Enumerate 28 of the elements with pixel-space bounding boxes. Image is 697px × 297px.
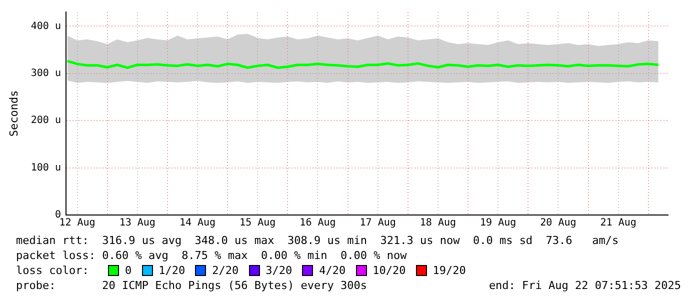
x-tick-label: 18 Aug — [420, 218, 456, 229]
text: 1/20 — [158, 263, 186, 278]
x-tick-label: 21 Aug — [600, 218, 636, 229]
text: probe: 20 ICMP Echo Pings (56 Bytes) every 300s — [16, 278, 367, 293]
x-tick-label: 16 Aug — [300, 218, 336, 229]
x-tick-label: 14 Aug — [179, 218, 216, 229]
y-axis-title: Seconds — [7, 90, 20, 137]
text: end: Fri Aug 22 07:51:53 2025 — [488, 278, 681, 293]
y-tick-label: 200 u — [30, 115, 61, 126]
y-tick-label: 400 u — [30, 20, 61, 32]
x-tick-label: 17 Aug — [360, 218, 396, 229]
x-tick-label: 15 Aug — [240, 218, 276, 229]
x-tick-label: 19 Aug — [480, 218, 516, 229]
y-tick-label: 100 u — [30, 162, 61, 174]
y-tick-label: 300 u — [30, 68, 61, 79]
y-tick-label: 0 — [54, 210, 61, 221]
text: 2/20 — [212, 263, 239, 278]
text: 19/20 — [432, 263, 466, 278]
x-tick-label: 13 Aug — [119, 218, 156, 229]
text: 3/20 — [266, 263, 292, 278]
text: 0 — [125, 263, 132, 278]
x-tick-label: 12 Aug — [59, 218, 96, 229]
text: loss color: — [16, 263, 90, 278]
text: packet loss: 0.60 % avg 8.75 % max 0.00 % min 0.00 % now — [16, 248, 408, 263]
x-tick-label: 20 Aug — [540, 218, 576, 229]
text: 10/20 — [372, 263, 406, 278]
text: median rtt: 316.9 us avg 348.0 us max 308.9 us min 321.3 us now 0.0 ms sd 73.6 am/s — [16, 233, 620, 248]
text: 4/20 — [319, 263, 346, 278]
